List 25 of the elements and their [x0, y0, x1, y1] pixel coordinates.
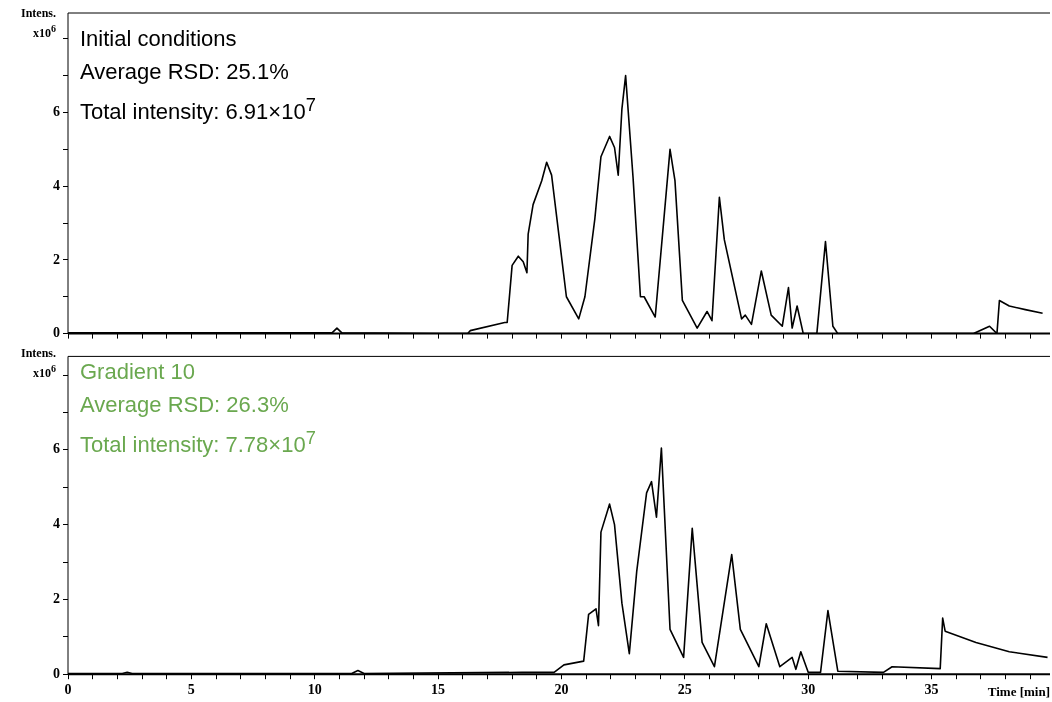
y-tick-label: 6 — [53, 104, 60, 120]
text: Initial conditions — [80, 25, 238, 53]
y-axis-title: Intens. x10$^{6}$ — [20, 6, 56, 41]
annotation: Average RSD: 25.1% — [80, 58, 290, 86]
x-tick-label: 0 — [64, 682, 72, 698]
x-tick-label: 5 — [187, 682, 195, 698]
annotation: Total intensity: 7.78×10$^{7}$ — [80, 426, 316, 460]
x-tick-label: 20 — [554, 682, 569, 698]
y-tick-label: 2 — [53, 251, 60, 267]
y-tick-label: 6 — [53, 441, 60, 457]
x-tick-label: 25 — [677, 682, 692, 698]
x-tick-label: 35 — [924, 682, 939, 698]
chart-title: Gradient 10 — [80, 358, 196, 386]
y-tick-label: 4 — [53, 177, 60, 193]
x-tick-label: 15 — [431, 682, 446, 698]
y-tick-label: 0 — [53, 665, 60, 681]
annotation: Total intensity: 6.91×10$^{7}$ — [80, 93, 316, 127]
x-tick-label: 10 — [307, 682, 322, 698]
y-tick-label: 4 — [53, 516, 60, 532]
y-tick-label: 2 — [53, 591, 60, 607]
y-tick-label: 0 — [53, 325, 60, 341]
annotation: Average RSD: 26.3% — [80, 391, 290, 419]
x-tick-label: 30 — [801, 682, 816, 698]
y-axis-title: Intens. x10$^{6}$ — [20, 346, 56, 381]
x-axis-title: Time [min] — [987, 684, 1050, 700]
